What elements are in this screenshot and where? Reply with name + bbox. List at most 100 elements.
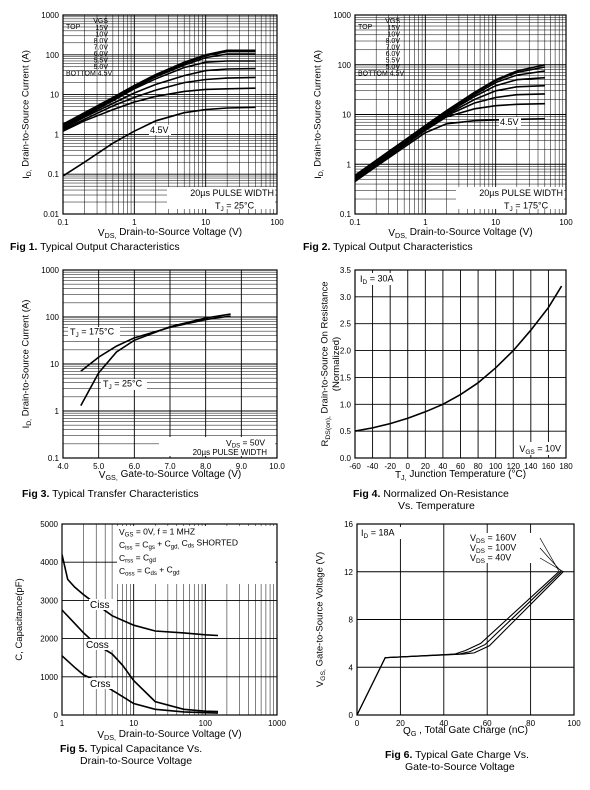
series-line-4 — [63, 60, 256, 129]
chart-2: 0.1 1 10 100 0.1 1 10 100 1000 VDS,​ Drain-to-Sou… — [303, 11, 573, 253]
legend-bottom: BOTTOM 4.5V — [66, 71, 112, 78]
x-tick-label: 180 — [559, 462, 573, 471]
series-line-4 — [355, 76, 545, 179]
vds-leader-line — [539, 547, 562, 572]
label-backing — [468, 553, 538, 563]
x-tick-label: 10 — [201, 218, 210, 227]
y-tick-label: 16 — [344, 520, 353, 529]
x-tick-label: 0 — [355, 719, 360, 728]
y-tick-label: 5000 — [40, 520, 58, 529]
legend-entry: 6.0V — [94, 51, 109, 58]
x-tick-label: 80 — [474, 462, 483, 471]
y-tick-label: 8 — [349, 616, 354, 625]
figure-caption: Fig 4. Normalized On-Resistance — [353, 488, 509, 500]
x-axis-label: TJ,​ Junction Temperature (°C) — [395, 469, 526, 482]
id-note: ID​ = 30A — [360, 273, 393, 286]
series-line-7 — [63, 87, 256, 132]
series-line-1 — [80, 315, 231, 372]
x-tick-label: 100 — [567, 719, 581, 728]
y-tick-label: 100 — [46, 313, 60, 322]
label-backing — [89, 678, 117, 689]
y-tick-label: 0 — [54, 711, 59, 720]
y-tick-label: 1 — [55, 407, 60, 416]
vds-label-3: VDS​ = 40V — [470, 552, 511, 565]
y-axis-label: RDS(on),​ Drain-to-Source On Resistance — [319, 281, 332, 446]
chart-4: -60 -40 -20 0 20 40 60 80 100 120 140 160 1800.00.51… — [319, 266, 573, 512]
x-tick-label: 100 — [270, 218, 284, 227]
plot-frame — [356, 523, 575, 716]
y-tick-label: 3.5 — [340, 266, 352, 275]
series-line-7 — [355, 102, 545, 181]
series-line-3 — [62, 655, 219, 714]
y-tick-label: 0.1 — [48, 170, 60, 179]
vds-note: VDS​ = 50V — [226, 437, 265, 449]
x-tick-label: 10 — [491, 218, 500, 227]
x-tick-label: 160 — [542, 462, 556, 471]
series-line-2 — [80, 313, 231, 406]
x-axis-label: VGS,​ Gate-to-Source Voltage (V) — [99, 469, 241, 482]
series-group — [355, 285, 563, 432]
x-tick-label: 1000 — [268, 719, 286, 728]
legend-top: TOP — [358, 24, 373, 31]
x-tick-label: 100 — [559, 218, 573, 227]
label-backing — [149, 125, 171, 135]
legend-entry: 5.5V — [386, 58, 401, 65]
y-tick-label: 2000 — [40, 635, 58, 644]
series-label-175c: TJ​ = 175°C — [70, 326, 115, 339]
y-axis-label-unit: (Normalized) — [331, 337, 342, 391]
legend-entry: 15V — [388, 25, 401, 32]
x-tick-label: 20 — [421, 462, 430, 471]
x-tick-label: 100 — [489, 462, 503, 471]
y-axis-label: VGS,​ Gate-to-Source Voltage (V) — [314, 552, 327, 687]
x-tick-label: 60 — [483, 719, 492, 728]
label-backing — [101, 379, 147, 390]
y-axis-label: ID,​ Drain-to-Source Current (A) — [312, 50, 325, 179]
series-line-2 — [62, 609, 219, 713]
y-tick-label: 4000 — [40, 558, 58, 567]
series-line-5 — [63, 67, 256, 130]
x-tick-label: 10.0 — [269, 462, 285, 471]
figure-caption: Fig 5. Typical Capacitance Vs. — [60, 743, 202, 755]
x-tick-label: 8.0 — [200, 462, 212, 471]
grid — [356, 523, 575, 716]
condition-line: Crss​ = Cgd​ — [119, 552, 156, 564]
y-tick-label: 1.0 — [340, 400, 352, 409]
vds-leader-line — [539, 557, 564, 573]
label-backing — [359, 527, 401, 539]
series-line-1 — [63, 49, 256, 125]
series-group — [80, 313, 231, 406]
y-axis-label: ID,​ Drain-to-Source Current (A) — [20, 300, 33, 429]
label-backing — [167, 187, 275, 209]
y-tick-label: 0 — [349, 711, 354, 720]
series-group — [62, 554, 219, 714]
label-backing — [468, 543, 538, 553]
y-tick-label: 2.5 — [340, 320, 352, 329]
x-tick-label: 9.0 — [236, 462, 248, 471]
x-tick-label: 60 — [456, 462, 465, 471]
y-tick-label: 10 — [50, 91, 59, 100]
x-tick-label: 6.0 — [129, 462, 141, 471]
condition-line: Ciss​ = Cgs​ + Cgd,​ Cds​ SHORTED — [119, 537, 238, 551]
vds-label-2: VDS​ = 100V — [470, 542, 516, 555]
figure-caption-line2: Vs. Temperature — [398, 500, 475, 512]
y-tick-label: 10 — [50, 360, 59, 369]
y-tick-label: 3.0 — [340, 293, 352, 302]
series-label-25c: TJ​ = 25°C — [103, 378, 143, 391]
x-axis-label: VDS,​ Drain-to-Source Voltage (V) — [388, 227, 532, 240]
x-tick-label: 40 — [439, 719, 448, 728]
series-group — [63, 49, 256, 177]
legend-top: TOP — [66, 24, 81, 31]
chart-5: 1 10 100 1000 0 1000 2000 3000 4000 5000 VDS,​ Dra… — [14, 520, 286, 767]
series-line-6 — [63, 76, 256, 131]
y-tick-label: 1 — [55, 130, 60, 139]
plot-frame — [62, 269, 278, 459]
x-tick-label: 10 — [129, 719, 138, 728]
curve-label-4-5v: 4.5V — [500, 117, 519, 127]
legend-entry: 5.0V — [94, 64, 109, 71]
x-tick-label: 100 — [199, 719, 213, 728]
label-backing — [68, 327, 120, 338]
y-tick-label: 100 — [338, 61, 352, 70]
series-line-1 — [62, 554, 219, 637]
x-tick-label: 20 — [396, 719, 405, 728]
